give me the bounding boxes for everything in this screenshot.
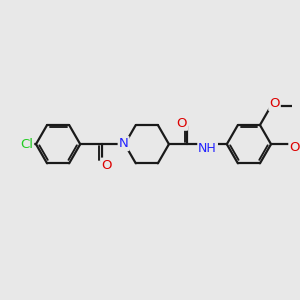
- Text: O: O: [269, 97, 280, 110]
- Text: O: O: [176, 117, 187, 130]
- Text: N: N: [119, 137, 128, 150]
- Text: Cl: Cl: [20, 138, 33, 151]
- Text: O: O: [289, 141, 300, 154]
- Text: O: O: [102, 159, 112, 172]
- Text: NH: NH: [198, 142, 217, 155]
